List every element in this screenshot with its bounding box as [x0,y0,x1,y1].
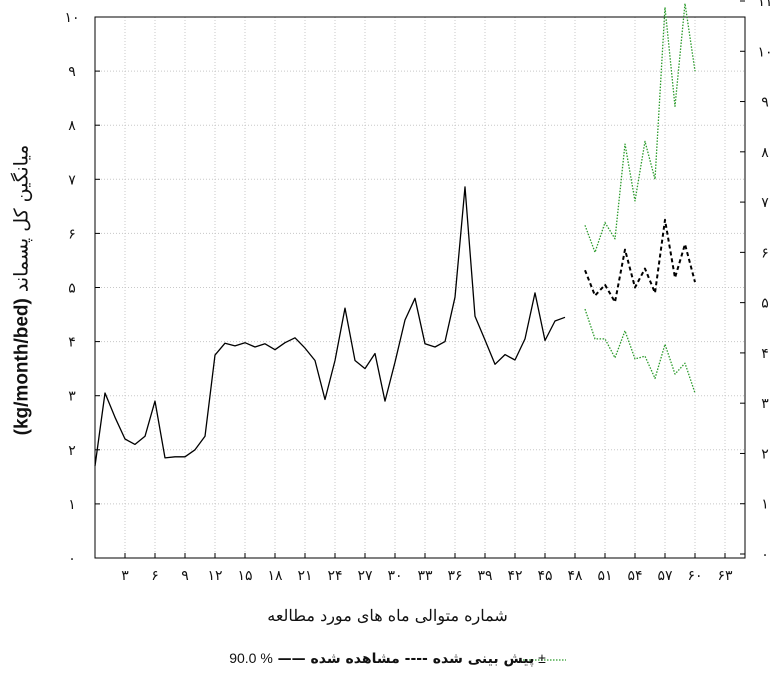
legend-confidence-interval: % 90.0 ± [229,650,546,666]
y-tick-label-left: ۶ [68,226,76,242]
y-tick-label-right: ۹ [761,95,769,111]
y-axis-label: (kg/month/bed) میانگین کل پسماند [11,110,34,470]
confidence-upper-line [584,2,696,253]
predicted-series-line [584,218,696,304]
y-tick-label-left: ۷ [68,172,76,188]
x-tick-label: ۳۳ [417,568,433,584]
x-tick-label: ۱۸ [267,568,283,584]
x-tick-label: ۶۳ [717,568,733,584]
y-axis-title: میانگین کل پسماند [10,144,33,293]
y-tick-label-left: ۰ [68,551,76,567]
x-tick-label: ۱۲ [207,568,222,584]
y-tick-label-right: ۴ [761,346,769,362]
x-axis-label: شماره متوالی ماه های مورد مطالعه [267,606,508,625]
y-tick-label-right: ۱۱ [757,0,772,10]
x-tick-label: ۴۵ [537,568,552,584]
y-tick-label-right: ۱ [761,497,769,513]
x-tick-label: ۴۲ [507,568,522,584]
x-tick-label: ۳۶ [447,568,462,584]
x-tick-label: ۶۰ [687,568,702,584]
x-tick-label: ۵۱ [597,568,612,584]
x-tick-label: ۲۷ [357,568,373,584]
y-tick-label-right: ۷ [761,195,769,211]
y-tick-label-right: ۳ [761,396,769,412]
legend-entries: پیش بینی شده ---- مشاهده شده —— [277,651,535,667]
x-tick-label: ۵۴ [627,568,642,584]
observed-series-line [94,186,566,467]
legend: پیش بینی شده ---- مشاهده شده —— % 90.0 ± [0,650,775,667]
x-tick-label: ۲۴ [327,568,342,584]
y-tick-label-left: ۳ [68,389,76,405]
x-tick-label: ۴۸ [567,568,583,584]
x-tick-label: ۶ [151,568,159,584]
confidence-lower-line [584,308,696,394]
y-tick-label-right: ۱۰ [757,44,772,60]
x-tick-label: ۹ [181,568,189,584]
y-tick-label-left: ۵ [68,281,76,297]
x-tick-label: ۳ [121,568,129,584]
y-tick-label-left: ۹ [68,64,76,80]
y-tick-label-right: ۲ [761,446,769,462]
y-tick-label-right: ۵ [761,296,769,312]
x-tick-label: ۱۵ [237,568,252,584]
y-axis-unit: (kg/month/bed) [11,298,33,436]
x-tick-label: ۳۰ [387,568,402,584]
y-tick-label-left: ۱ [68,497,76,513]
x-tick-label: ۳۹ [477,568,492,584]
x-tick-label: ۲۱ [297,568,312,584]
y-tick-label-right: ۰ [761,547,769,563]
y-tick-label-left: ۸ [68,118,76,134]
x-tick-label: ۵۷ [657,568,673,584]
y-tick-label-left: ۴ [68,335,76,351]
y-tick-label-right: ۸ [761,145,769,161]
y-tick-label-left: ۱۰ [64,10,79,26]
y-axis-label-area: (kg/month/bed) میانگین کل پسماند [0,120,44,460]
y-tick-label-left: ۲ [68,443,76,459]
y-tick-label-right: ۶ [761,245,769,261]
